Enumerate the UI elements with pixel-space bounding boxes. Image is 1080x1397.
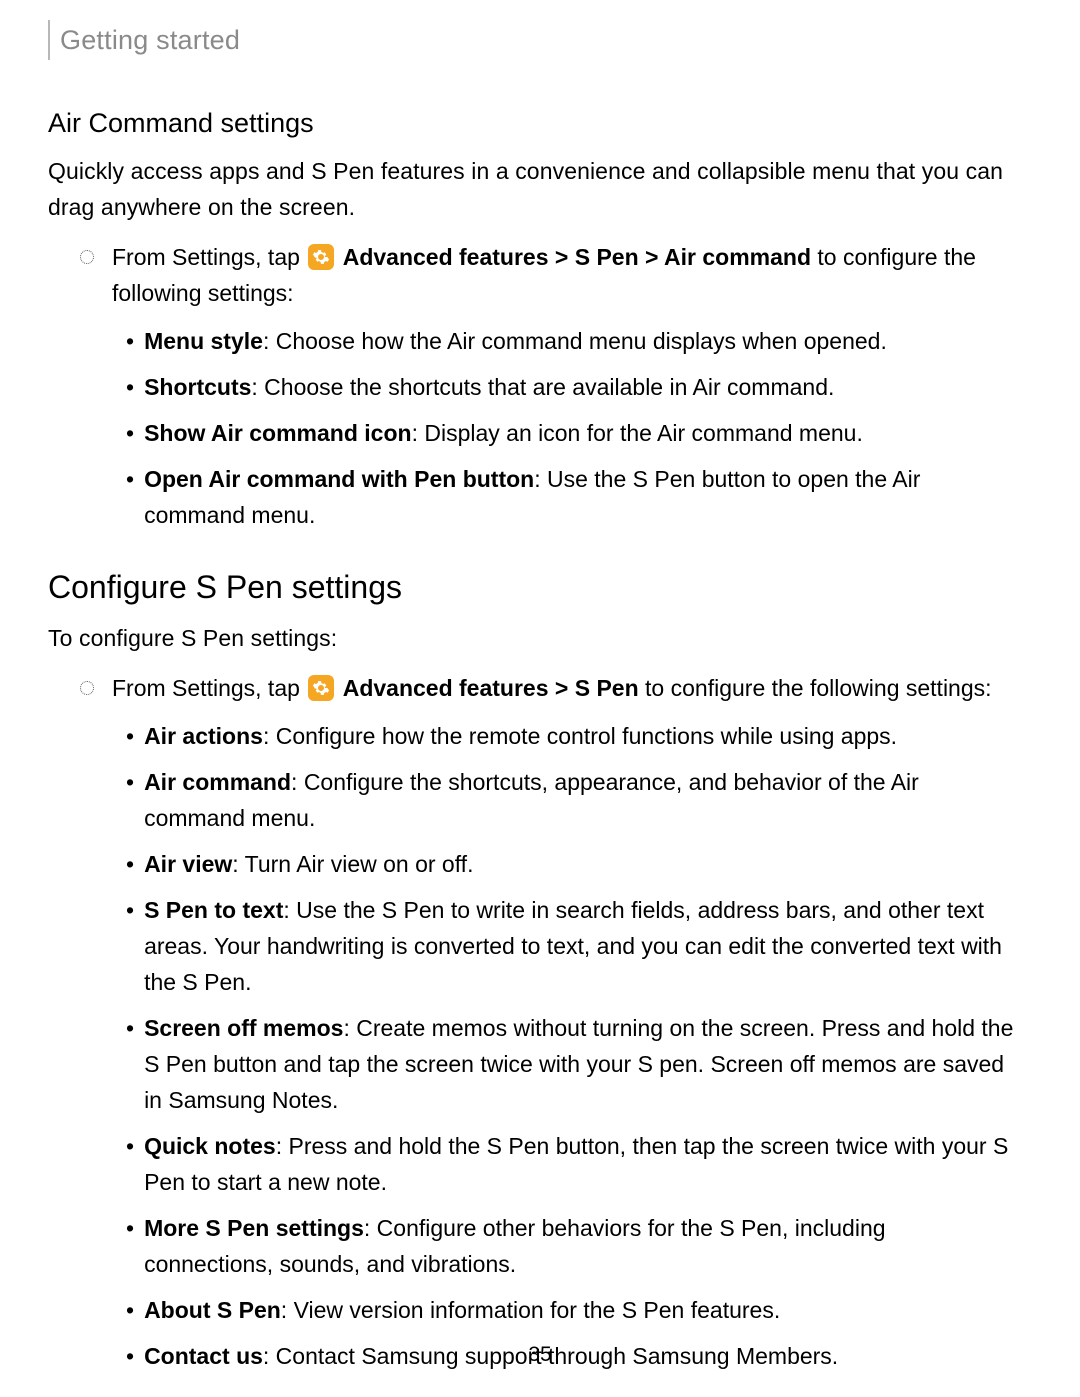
sub-list-spen: •Air actions: Configure how the remote c… <box>126 718 1020 1374</box>
list-item: •Air view: Turn Air view on or off. <box>126 846 1020 882</box>
settings-icon <box>308 244 334 270</box>
intro-text-2: To configure S Pen settings: <box>48 620 1020 656</box>
list-item: •Air actions: Configure how the remote c… <box>126 718 1020 754</box>
circle-bullet-icon <box>80 681 94 695</box>
list-item: •Quick notes: Press and hold the S Pen b… <box>126 1128 1020 1200</box>
circle-bullet-icon <box>80 250 94 264</box>
list-item: •Screen off memos: Create memos without … <box>126 1010 1020 1118</box>
list-item: •Air command: Configure the shortcuts, a… <box>126 764 1020 836</box>
list-item: •Show Air command icon: Display an icon … <box>126 415 1020 451</box>
list-item: •More S Pen settings: Configure other be… <box>126 1210 1020 1282</box>
list-item: •Menu style: Choose how the Air command … <box>126 323 1020 359</box>
page-number: 35 <box>0 1343 1080 1367</box>
sub-list-air-command: •Menu style: Choose how the Air command … <box>126 323 1020 533</box>
list-item: •S Pen to text: Use the S Pen to write i… <box>126 892 1020 1000</box>
section-configure-spen: Configure S Pen settings To configure S … <box>48 569 1020 1374</box>
step-item: From Settings, tap Advanced features > S… <box>80 239 1020 311</box>
heading-air-command-settings: Air Command settings <box>48 108 1020 139</box>
list-item: •Open Air command with Pen button: Use t… <box>126 461 1020 533</box>
step-item: From Settings, tap Advanced features > S… <box>80 670 1020 706</box>
list-item: •Shortcuts: Choose the shortcuts that ar… <box>126 369 1020 405</box>
section-air-command: Air Command settings Quickly access apps… <box>48 108 1020 533</box>
breadcrumb-text: Getting started <box>60 25 240 56</box>
heading-configure-spen: Configure S Pen settings <box>48 569 1020 606</box>
intro-text: Quickly access apps and S Pen features i… <box>48 153 1020 225</box>
breadcrumb: Getting started <box>48 20 1020 60</box>
step-content: From Settings, tap Advanced features > S… <box>112 670 1020 706</box>
list-item: •About S Pen: View version information f… <box>126 1292 1020 1328</box>
step-content: From Settings, tap Advanced features > S… <box>112 239 1020 311</box>
settings-icon <box>308 675 334 701</box>
